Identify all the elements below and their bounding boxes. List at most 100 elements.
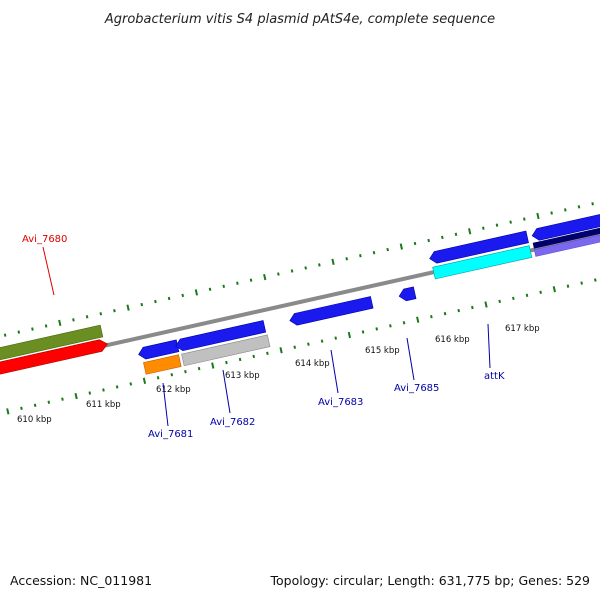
upper-tick [413,241,417,246]
lower-dot-track [6,278,597,415]
lower-tick [594,278,597,282]
leader-avi-7682 [222,369,231,414]
upper-tick [399,243,403,250]
upper-tick [318,263,321,267]
lower-tick [211,362,215,369]
upper-tick [167,296,171,301]
gene-blue-2[interactable] [174,320,267,352]
lower-tick [580,281,583,285]
leader-avi-7683 [330,349,339,394]
lower-tick [279,347,283,354]
lower-tick [33,403,37,407]
lower-tick [238,357,242,362]
upper-tick [3,333,7,337]
lower-tick [498,299,501,304]
upper-tick [577,205,581,209]
upper-tick [550,211,553,215]
gene-red[interactable] [0,338,109,391]
tick-label-611: 611 kbp [86,400,121,410]
lower-tick [320,339,324,343]
lower-tick [389,324,392,328]
lower-tick [142,377,147,384]
leader-avi-7685 [406,337,415,381]
upper-tick [99,312,103,316]
lower-tick [457,308,460,313]
upper-tick [331,258,335,265]
tick-label-614: 614 kbp [295,359,330,369]
upper-tick [290,269,294,273]
lower-tick [375,327,379,331]
lower-tick [334,336,338,340]
lower-tick [225,360,228,365]
lower-tick [293,345,297,349]
upper-tick [482,226,485,230]
lower-tick [156,376,160,380]
upper-tick [386,247,389,252]
lower-tick [512,296,515,301]
lower-tick [102,388,105,392]
lower-tick [416,316,420,323]
upper-tick [72,318,75,322]
lower-tick [252,354,256,359]
gene-avi-7682-gray[interactable] [181,334,271,367]
lower-tick [539,290,542,294]
gene-avi-7681-orange[interactable] [143,354,182,375]
upper-tick [454,232,458,237]
gene-attk-cyan[interactable] [432,245,533,280]
upper-tick [236,281,239,285]
label-avi-7680: Avi_7680 [22,234,67,245]
tick-label-610: 610 kbp [17,415,52,425]
upper-tick [591,202,594,206]
upper-tick [536,212,540,220]
leader-avi-7681 [162,382,169,427]
gene-avi-7683[interactable] [289,296,374,326]
upper-tick [208,287,212,291]
upper-tick [222,284,226,288]
lower-tick [6,408,10,415]
lower-tick [129,382,133,386]
lower-tick [402,321,406,325]
lower-tick [307,342,310,346]
lower-tick [566,284,570,288]
upper-dot-track [3,202,594,337]
upper-tick [58,319,62,327]
lower-tick [430,315,433,319]
upper-tick [113,309,116,313]
label-avi-7682: Avi_7682 [210,417,255,428]
tick-label-616: 616 kbp [435,335,470,345]
summary-text: Topology: circular; Length: 631,775 bp; … [270,573,591,588]
lower-tick [61,397,64,401]
upper-tick [304,266,308,270]
upper-tick [427,238,430,243]
label-attk: attK [484,371,505,382]
gene-avi-7680-olive[interactable] [0,324,104,377]
lower-tick [266,351,269,356]
map-title: Agrobacterium vitis S4 plasmid pAtS4e, c… [104,12,495,27]
upper-tick [126,304,130,311]
upper-tick [345,257,348,261]
upper-tick [181,293,185,298]
gene-blue-4[interactable] [531,194,600,241]
backbone-group [0,194,600,415]
upper-tick [495,223,499,227]
tick-label-613: 613 kbp [225,371,260,381]
lower-tick [197,366,201,371]
leader-avi-7680 [42,246,55,296]
gene-blue-3[interactable] [428,230,529,265]
upper-tick [140,302,144,307]
accession-text: Accession: NC_011981 [10,573,152,588]
gene-slate[interactable] [533,214,600,257]
lower-tick [115,385,119,389]
upper-tick [17,330,21,334]
tick-label-617: 617 kbp [505,324,540,334]
lower-tick [525,293,529,298]
gene-navy[interactable] [532,207,600,249]
lower-tick [347,331,352,339]
lower-tick [47,400,51,404]
lower-tick [471,305,474,310]
gene-blue-1[interactable] [137,339,180,360]
label-avi-7681: Avi_7681 [148,429,193,440]
gene-avi-7685[interactable] [398,286,417,302]
upper-tick [263,273,267,281]
